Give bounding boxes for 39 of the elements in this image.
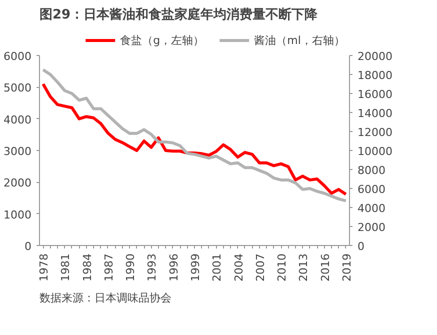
legend-label: 食盐（g，左轴） <box>120 32 204 48</box>
y2-tick-label: 0 <box>358 240 364 253</box>
x-tick-label: 2001 <box>210 253 224 282</box>
chart-title: 图29：日本酱油和食盐家庭年均消费量不断下降 <box>40 6 319 22</box>
x-tick-label: 1981 <box>59 253 72 282</box>
y-tick-label: 4000 <box>4 113 32 126</box>
y2-tick-label: 10000 <box>358 145 392 158</box>
x-tick-label: 2007 <box>254 253 267 282</box>
y-tick-label: 5000 <box>4 82 32 95</box>
x-tick-label: 1984 <box>80 253 94 282</box>
x-tick-label: 2019 <box>340 253 354 282</box>
y2-tick-label: 16000 <box>358 88 392 101</box>
x-tick-label: 2016 <box>318 253 332 282</box>
y-tick-label: 2000 <box>4 176 32 190</box>
x-tick-label: 2010 <box>276 253 289 282</box>
line-series <box>42 68 348 202</box>
x-tick-label: 1999 <box>189 253 202 282</box>
y2-tick-label: 14000 <box>358 107 392 120</box>
y2-tick-label: 8000 <box>358 164 386 177</box>
x-tick-label: 2013 <box>297 253 310 282</box>
y-tick-label: 1000 <box>4 208 32 222</box>
x-tick-label: 1993 <box>146 253 159 282</box>
y-tick-label: 0 <box>24 240 32 253</box>
x-tick-label: 1996 <box>167 253 180 282</box>
y2-tick-label: 2000 <box>358 221 386 234</box>
x-tick-label: 2004 <box>232 253 246 282</box>
x-tick-label: 1990 <box>124 253 138 282</box>
y-tick-label: 3000 <box>4 145 32 158</box>
y2-tick-label: 6000 <box>358 183 386 196</box>
y2-tick-label: 12000 <box>358 126 392 139</box>
x-tick-label: 1978 <box>38 253 51 282</box>
y-tick-label: 6000 <box>4 50 32 63</box>
source-note: 数据来源：日本调味品协会 <box>40 292 172 304</box>
x-tick-label: 1987 <box>102 253 116 282</box>
y2-tick-label: 4000 <box>358 202 386 215</box>
legend-label: 酱油（ml，右轴） <box>254 32 345 48</box>
y2-tick-label: 20000 <box>358 50 392 63</box>
line-series <box>42 82 348 196</box>
y2-tick-label: 18000 <box>358 69 392 82</box>
